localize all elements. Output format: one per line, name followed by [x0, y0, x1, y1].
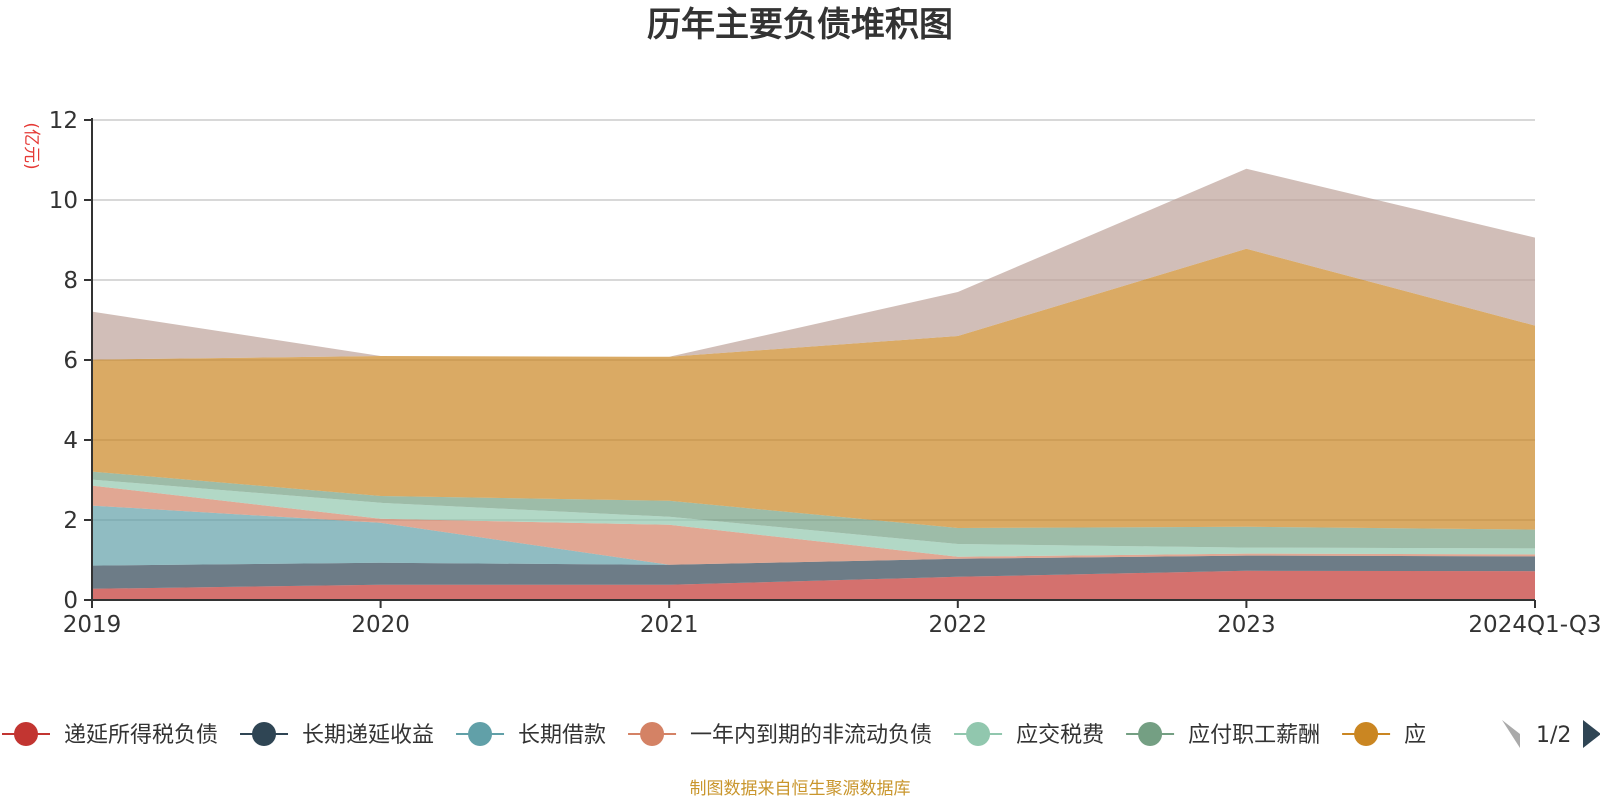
x-tick-label: 2020	[351, 612, 410, 638]
legend-marker-icon	[1138, 722, 1163, 746]
y-tick-label: 12	[49, 108, 78, 134]
legend: 递延所得税负债 长期递延收益 长期借款 一年内到期的非流动负债 应交税费 应付职工薪酬 应	[2, 722, 1426, 748]
legend-item[interactable]: 应	[1342, 722, 1426, 748]
legend-marker-icon	[966, 722, 991, 746]
y-axis-unit-label: (亿元)	[21, 122, 41, 169]
y-tick-label: 10	[49, 188, 78, 214]
source-note: 制图数据来自恒生聚源数据库	[690, 779, 911, 799]
legend-marker-icon	[14, 722, 38, 746]
legend-marker-icon	[1354, 722, 1379, 746]
x-tick-label: 2021	[640, 612, 699, 638]
y-tick-label: 2	[63, 508, 78, 534]
legend-marker-icon	[640, 722, 665, 746]
area-series	[92, 479, 1535, 557]
pager-text: 1/2	[1536, 723, 1571, 748]
legend-label: 应交税费	[1016, 723, 1104, 748]
legend-label: 一年内到期的非流动负债	[690, 723, 932, 748]
y-tick-label: 6	[63, 348, 78, 374]
legend-label: 长期借款	[518, 723, 606, 748]
x-tick-label: 2023	[1217, 612, 1276, 638]
legend-label: 递延所得税负债	[64, 723, 218, 748]
area-series	[92, 168, 1535, 360]
legend-label: 应	[1404, 723, 1426, 748]
legend-item[interactable]: 一年内到期的非流动负债	[628, 722, 932, 748]
legend-pager: 1/2	[1502, 720, 1600, 748]
pager-next-icon[interactable]	[1583, 720, 1600, 748]
plot-area	[92, 168, 1535, 600]
area-series	[92, 570, 1535, 600]
chart-title: 历年主要负债堆积图	[647, 5, 953, 45]
pager-prev-icon[interactable]	[1502, 720, 1520, 748]
y-tick-label: 4	[63, 428, 78, 454]
y-tick-label: 0	[63, 588, 78, 614]
legend-label: 应付职工薪酬	[1188, 723, 1320, 748]
legend-item[interactable]: 递延所得税负债	[2, 722, 218, 748]
legend-label: 长期递延收益	[302, 723, 434, 748]
axes: 0 2 4 6 8 10 12 2019 2020 2021 2022 2023 2024Q1-Q3	[49, 108, 1600, 638]
legend-item[interactable]: 长期递延收益	[240, 722, 434, 748]
legend-marker-icon	[468, 722, 493, 746]
legend-item[interactable]: 应付职工薪酬	[1126, 722, 1320, 748]
area-series	[92, 248, 1535, 530]
area-series	[92, 471, 1535, 549]
y-tick-label: 8	[63, 268, 78, 294]
area-series	[92, 485, 1535, 565]
x-tick-label: 2019	[63, 612, 122, 638]
area-series	[92, 555, 1535, 589]
area-series	[92, 505, 1535, 566]
x-tick-label: 2024Q1-Q3	[1468, 612, 1600, 638]
x-tick-label: 2022	[929, 612, 988, 638]
legend-marker-icon	[252, 722, 277, 746]
legend-item[interactable]: 长期借款	[456, 722, 606, 748]
legend-item[interactable]: 应交税费	[954, 722, 1104, 748]
